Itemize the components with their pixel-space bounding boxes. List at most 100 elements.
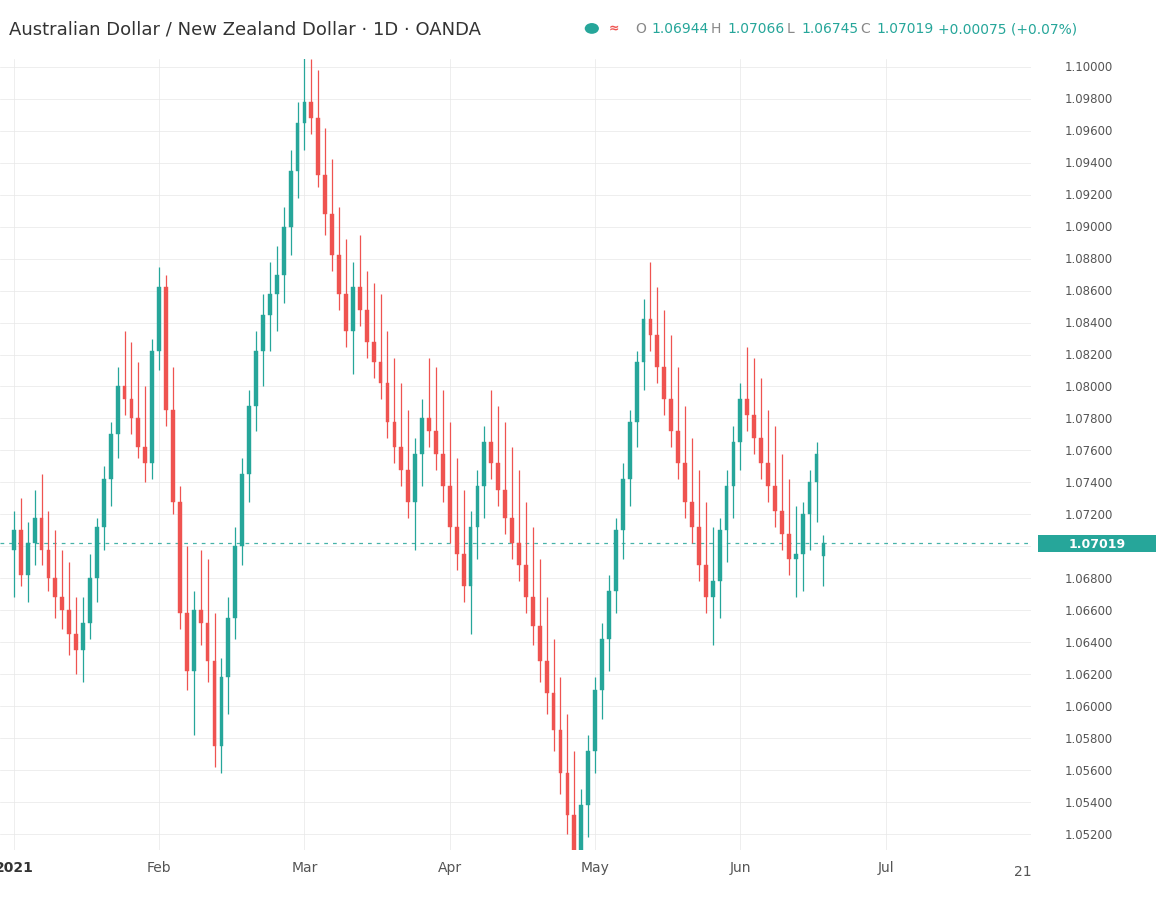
Text: 1.07019: 1.07019 xyxy=(1068,538,1125,550)
Bar xyxy=(718,531,721,582)
Bar xyxy=(115,387,120,435)
Bar xyxy=(344,294,348,331)
Bar xyxy=(178,502,182,614)
Bar xyxy=(317,119,320,176)
Bar xyxy=(593,690,596,751)
Bar xyxy=(89,579,92,623)
Text: L: L xyxy=(786,22,795,37)
Bar xyxy=(753,415,756,438)
Bar xyxy=(247,406,250,475)
Bar xyxy=(129,400,133,419)
Text: 1.07000: 1.07000 xyxy=(1065,540,1113,553)
Bar xyxy=(365,311,368,343)
Bar xyxy=(199,610,203,623)
Bar xyxy=(496,464,500,491)
Bar xyxy=(393,422,396,448)
Bar xyxy=(524,566,528,597)
Bar xyxy=(746,400,749,415)
Bar xyxy=(579,805,584,850)
Bar xyxy=(192,610,196,671)
Bar xyxy=(572,815,577,850)
Text: 1.10000: 1.10000 xyxy=(1065,62,1113,74)
Bar xyxy=(358,288,361,311)
Text: 1.09000: 1.09000 xyxy=(1065,221,1113,233)
Bar xyxy=(61,597,64,610)
Bar xyxy=(330,215,334,256)
Bar xyxy=(164,288,168,411)
Text: 1.07019: 1.07019 xyxy=(876,22,933,37)
Text: 1.06745: 1.06745 xyxy=(802,22,859,37)
Bar xyxy=(442,454,445,486)
Bar xyxy=(531,597,535,627)
Bar xyxy=(421,419,424,454)
Text: 1.09200: 1.09200 xyxy=(1065,189,1113,202)
Bar xyxy=(510,518,514,543)
Bar xyxy=(75,634,78,651)
Bar xyxy=(351,288,355,331)
Bar xyxy=(814,454,819,482)
Bar xyxy=(545,662,549,694)
Bar xyxy=(468,528,473,586)
Bar xyxy=(150,352,154,464)
Bar xyxy=(586,751,589,805)
Text: 1.05400: 1.05400 xyxy=(1065,796,1113,809)
Bar xyxy=(240,475,245,547)
Bar xyxy=(212,662,217,746)
Text: 1.06000: 1.06000 xyxy=(1065,700,1113,713)
Bar xyxy=(683,464,687,502)
Bar xyxy=(12,531,16,550)
Text: 1.05800: 1.05800 xyxy=(1065,732,1113,744)
Text: 1.08600: 1.08600 xyxy=(1065,285,1113,298)
Bar xyxy=(821,543,825,556)
Text: O: O xyxy=(635,22,645,37)
Bar xyxy=(774,486,777,512)
Bar xyxy=(157,288,161,352)
Text: 1.07400: 1.07400 xyxy=(1065,476,1113,489)
Bar xyxy=(663,368,666,400)
Text: 1.07200: 1.07200 xyxy=(1065,508,1113,521)
Text: +0.00075 (+0.07%): +0.00075 (+0.07%) xyxy=(938,22,1076,37)
Bar xyxy=(482,443,486,486)
Text: 1.08800: 1.08800 xyxy=(1065,253,1113,266)
Bar xyxy=(372,343,375,363)
Bar xyxy=(254,352,257,406)
Bar xyxy=(143,448,147,464)
Text: 1.07800: 1.07800 xyxy=(1065,413,1113,425)
Bar xyxy=(261,315,264,352)
Bar xyxy=(447,486,452,528)
Text: 1.06600: 1.06600 xyxy=(1065,604,1113,617)
Bar xyxy=(800,515,805,555)
Text: 1.08000: 1.08000 xyxy=(1065,380,1113,393)
Bar xyxy=(206,623,210,662)
Bar xyxy=(558,731,563,774)
Bar xyxy=(275,276,278,294)
Bar xyxy=(781,512,784,534)
Bar xyxy=(26,543,29,575)
Bar xyxy=(676,432,680,464)
Bar xyxy=(428,419,431,432)
Bar xyxy=(289,172,292,227)
Bar xyxy=(621,480,624,531)
Bar xyxy=(690,502,694,528)
Bar xyxy=(96,528,99,579)
Bar xyxy=(337,256,341,294)
Bar xyxy=(324,176,327,215)
Bar xyxy=(33,518,36,543)
Bar xyxy=(122,387,127,400)
Bar xyxy=(725,486,728,531)
Bar xyxy=(656,336,659,368)
Text: 1.06400: 1.06400 xyxy=(1065,636,1113,649)
Text: 1.06944: 1.06944 xyxy=(651,22,708,37)
Bar xyxy=(670,400,673,432)
Bar xyxy=(475,486,479,528)
Bar xyxy=(454,528,459,555)
Bar xyxy=(489,443,493,464)
Bar xyxy=(503,491,507,518)
Text: H: H xyxy=(711,22,721,37)
Bar xyxy=(171,411,175,502)
Bar xyxy=(607,592,610,640)
Bar xyxy=(82,623,85,651)
Bar xyxy=(19,531,22,575)
Text: 1.09600: 1.09600 xyxy=(1065,125,1113,138)
Bar xyxy=(310,103,313,119)
